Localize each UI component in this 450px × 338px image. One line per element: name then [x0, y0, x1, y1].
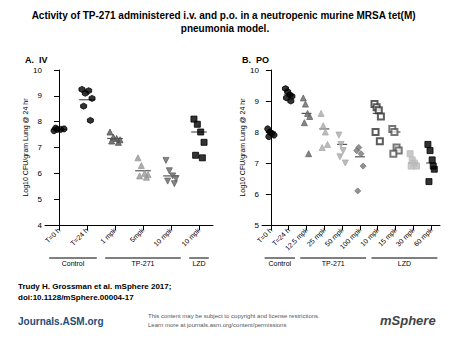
svg-text:30 mpk: 30 mpk — [394, 226, 416, 248]
svg-text:10 mpk: 10 mpk — [359, 226, 381, 248]
svg-text:8: 8 — [38, 117, 43, 126]
svg-text:7: 7 — [255, 159, 260, 168]
svg-text:Log10 CFU/gram Lung @ 24 hr: Log10 CFU/gram Lung @ 24 hr — [239, 98, 247, 197]
svg-text:Trudy H. Grossman et al. mSphe: Trudy H. Grossman et al. mSphere 2017; — [18, 282, 171, 291]
svg-text:7: 7 — [38, 143, 43, 152]
svg-text:Journals.ASM.org: Journals.ASM.org — [18, 316, 104, 327]
svg-text:1 mpk: 1 mpk — [99, 226, 118, 245]
svg-text:TP-271: TP-271 — [322, 260, 345, 267]
svg-text:5mpk: 5mpk — [128, 226, 146, 244]
svg-text:T=0 h: T=0 h — [44, 226, 62, 244]
svg-text:LZD: LZD — [192, 260, 205, 267]
svg-text:Control: Control — [62, 260, 85, 267]
svg-text:9: 9 — [255, 97, 260, 106]
svg-text:10 mpk: 10 mpk — [180, 226, 202, 248]
svg-text:Activity of TP-271 administere: Activity of TP-271 administered i.v. and… — [32, 10, 419, 21]
svg-text:25 mpk: 25 mpk — [305, 226, 327, 248]
svg-text:50 mpk: 50 mpk — [323, 226, 345, 248]
svg-text:This content may be subject to: This content may be subject to copyright… — [148, 313, 320, 319]
svg-text:12.5 mpk: 12.5 mpk — [284, 226, 310, 252]
svg-text:4: 4 — [38, 221, 43, 230]
svg-text:Control: Control — [269, 260, 292, 267]
svg-text:Log10 CFU/gram Lung @ 24 hr: Log10 CFU/gram Lung @ 24 hr — [22, 98, 30, 197]
svg-text:100 mpk: 100 mpk — [338, 226, 363, 251]
svg-text:5: 5 — [38, 195, 43, 204]
svg-text:TP-271: TP-271 — [132, 260, 155, 267]
svg-text:A. IV: A. IV — [25, 55, 48, 65]
svg-text:6: 6 — [255, 190, 260, 199]
svg-text:T=0 h: T=0 h — [255, 226, 274, 245]
svg-text:Learn more at journals.asm.org: Learn more at journals.asm.org/content/p… — [148, 322, 286, 328]
svg-text:9: 9 — [38, 91, 43, 100]
svg-text:T=24 h: T=24 h — [270, 226, 292, 247]
svg-text:mSphere: mSphere — [380, 313, 436, 328]
svg-text:10 mpk: 10 mpk — [152, 226, 174, 248]
svg-text:15 mpk: 15 mpk — [376, 226, 398, 248]
svg-text:5: 5 — [255, 221, 260, 230]
svg-text:T=24 h: T=24 h — [69, 226, 90, 247]
svg-text:doi:10.1128/mSphere.00004-17: doi:10.1128/mSphere.00004-17 — [18, 293, 134, 302]
svg-text:B. PO: B. PO — [242, 55, 269, 65]
svg-text:10: 10 — [33, 66, 42, 75]
svg-text:6: 6 — [38, 169, 43, 178]
svg-text:60 mpk: 60 mpk — [412, 226, 434, 248]
svg-text:8: 8 — [255, 128, 260, 137]
svg-text:10: 10 — [250, 66, 259, 75]
svg-text:pneumonia model.: pneumonia model. — [181, 23, 270, 34]
svg-text:LZD: LZD — [398, 260, 411, 267]
